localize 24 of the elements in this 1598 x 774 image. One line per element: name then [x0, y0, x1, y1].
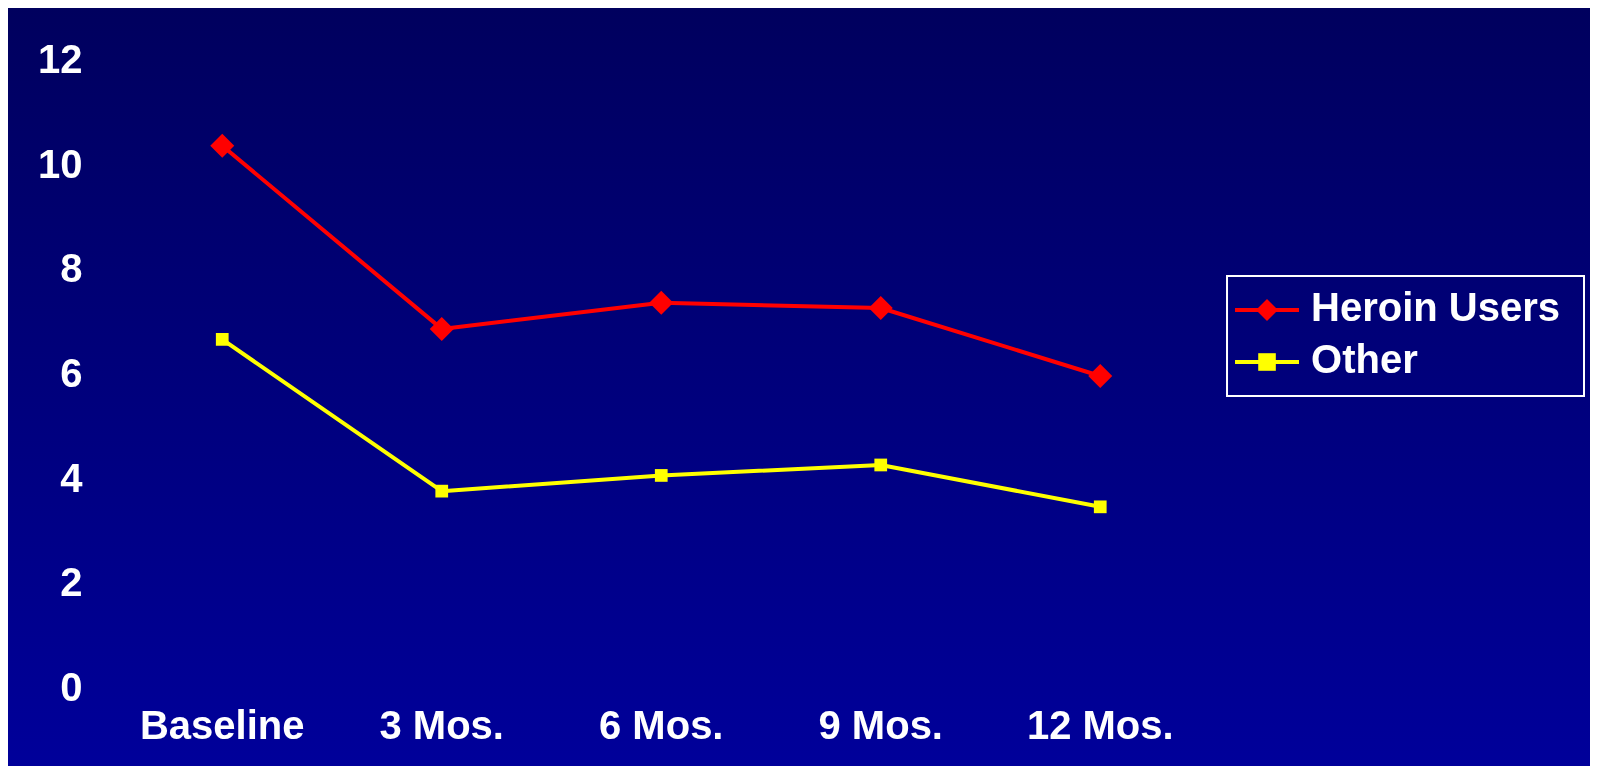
- x-tick-label: 9 Mos.: [818, 703, 943, 748]
- point: [215, 333, 229, 346]
- point: [1088, 364, 1113, 388]
- y-tick-label: 4: [60, 455, 84, 500]
- point: [210, 133, 235, 158]
- point: [429, 316, 454, 341]
- point: [649, 290, 674, 315]
- legend-label: Heroin Users: [1311, 285, 1560, 330]
- y-tick-label: 12: [37, 37, 83, 82]
- y-tick-label: 0: [60, 665, 83, 710]
- point: [874, 458, 888, 472]
- x-tick-label: 3 Mos.: [379, 703, 504, 748]
- point: [435, 484, 449, 498]
- x-tick-label: Baseline: [139, 703, 305, 748]
- x-tick-label: 12 Mos.: [1026, 703, 1174, 748]
- y-tick-label: 2: [60, 560, 83, 605]
- y-tick-label: 6: [60, 351, 83, 396]
- point: [1093, 500, 1107, 514]
- y-tick-label: 10: [37, 141, 83, 186]
- y-tick-label: 8: [60, 246, 83, 291]
- legend-label: Other: [1311, 337, 1418, 382]
- point: [868, 295, 893, 320]
- point: [654, 469, 668, 482]
- x-tick-label: 6 Mos.: [599, 703, 724, 748]
